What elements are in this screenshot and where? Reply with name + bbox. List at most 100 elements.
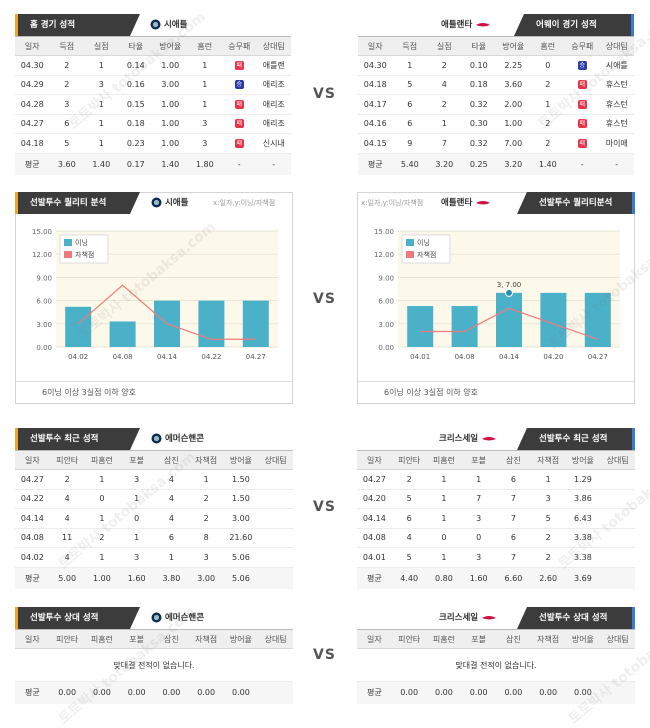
column-header: 피안타 xyxy=(391,629,427,649)
table-cell: 0.30 xyxy=(461,114,496,134)
table-cell: 5 xyxy=(530,508,566,529)
average-cell xyxy=(600,681,635,704)
average-cell: 1.60 xyxy=(461,567,496,589)
table-cell: 시애틀 xyxy=(599,55,634,76)
table-cell: 2.00 xyxy=(496,94,531,115)
bar-innings xyxy=(496,292,522,347)
column-header: 삼진 xyxy=(496,629,531,649)
table-cell: 패 xyxy=(565,114,600,134)
column-header: 피안타 xyxy=(49,629,85,649)
table-cell: 11 xyxy=(49,528,85,548)
column-header: 피홈런 xyxy=(426,629,462,649)
table-row: 04.17 6 2 0.32 2.00 1 패 휴스턴 xyxy=(358,94,634,115)
table-cell: 2 xyxy=(530,75,565,95)
legend-swatch xyxy=(64,251,72,258)
panel-title: 선발투수 상대 성적 xyxy=(517,607,635,629)
average-cell: 1.40 xyxy=(153,153,188,175)
table-cell: 3 xyxy=(461,547,496,568)
table-cell: 5 xyxy=(49,133,84,154)
table-row: 04.29 2 3 0.16 3.00 1 승 애리조 xyxy=(15,75,291,95)
y-tick-label: 0.00 xyxy=(378,344,394,352)
column-header: 방어율 xyxy=(153,36,188,56)
average-cell: 5.40 xyxy=(392,153,427,175)
average-cell: 0.25 xyxy=(461,153,496,175)
result-badge: 패 xyxy=(234,119,244,129)
table-cell xyxy=(258,547,293,568)
legend-label: 자책점 xyxy=(75,250,94,259)
header-row: 일자 피안타 피홈런 포볼 삼진 자책점 방어율 상대팀 xyxy=(357,450,635,470)
away-record-panel: 애틀랜타 어웨이 경기 성적 일자 득점 실점 타율 방어율 홈런 승무패 상대팀 04.30 1… xyxy=(358,14,634,176)
result-badge: 패 xyxy=(234,99,244,109)
table-cell: 승 xyxy=(222,75,257,95)
braves-logo-icon xyxy=(482,437,497,441)
table-cell: 1 xyxy=(84,469,120,490)
home-record-panel: 홈 경기 성적 시애틀 일자 득점 실점 타율 방어율 홈런 승무패 상대팀 04.30 2 1 0.… xyxy=(15,14,291,176)
table-cell: 4 xyxy=(49,547,85,568)
column-header: 타율 xyxy=(118,36,153,56)
table-cell: 04.18 xyxy=(358,75,393,95)
column-header: 자책점 xyxy=(530,629,566,649)
table-cell: 1 xyxy=(426,508,462,529)
legend-label: 이닝 xyxy=(417,238,430,247)
average-cell: 6.60 xyxy=(496,567,531,589)
table-cell: 2 xyxy=(188,508,224,529)
average-cell: 평균 xyxy=(15,153,50,175)
pitcher-recent-table-left: 일자 피안타 피홈런 포볼 삼진 자책점 방어율 상대팀 04.27 2 1 3 4 1 1.50 04.22… xyxy=(15,450,293,589)
average-row: 평균 5.40 3.20 0.25 3.20 1.40- - xyxy=(358,153,634,175)
x-tick-label: 04.27 xyxy=(246,353,266,361)
bar-innings xyxy=(109,321,136,347)
table-cell xyxy=(600,489,635,509)
pitcher-recent-panel-left: 선발투수 최근 성적 에머슨핸콘 일자 피안타 피홈런 포볼 삼진 자책점 방어율 상대팀 04… xyxy=(15,428,293,589)
table-cell: 04.08 xyxy=(357,528,392,548)
table-cell: 7 xyxy=(496,547,531,568)
table-cell: 0 xyxy=(119,508,154,529)
header-row: 일자 득점 실점 타율 방어율 홈런 승무패 상대팀 xyxy=(15,36,291,56)
axis-hint: x:일자,y:이닝/자책점 xyxy=(213,199,276,207)
table-cell: 6.43 xyxy=(565,508,601,529)
table-cell: 9 xyxy=(392,133,427,154)
column-header: 실점 xyxy=(427,36,462,56)
header-row: 일자 피안타 피홈런 포볼 삼진 자책점 방어율 상대팀 xyxy=(15,450,293,470)
panel-header: 선발투수 상대 성적 에머슨핸콘 xyxy=(15,607,293,631)
column-header: 포볼 xyxy=(461,629,496,649)
table-cell: 04.15 xyxy=(358,133,393,154)
average-cell: 3.20 xyxy=(427,153,462,175)
y-tick-label: 0.00 xyxy=(36,344,52,352)
table-cell: 1 xyxy=(119,528,154,548)
table-cell: 1 xyxy=(84,94,119,115)
pitcher-name: 에머슨핸콘 xyxy=(164,613,205,623)
table-row: 04.02 4 1 3 1 3 5.06 xyxy=(15,547,293,568)
result-badge: 패 xyxy=(577,138,587,148)
table-cell: 2 xyxy=(84,528,120,548)
column-header: 방어율 xyxy=(565,629,601,649)
y-tick-label: 12.00 xyxy=(374,251,394,259)
table-cell: 3 xyxy=(187,133,222,154)
bar-innings xyxy=(198,300,225,347)
table-cell: 7.00 xyxy=(496,133,531,154)
average-cell: 0.00 xyxy=(530,681,566,704)
empty-message: 맞대결 전적이 없습니다. xyxy=(15,648,293,682)
table-cell: 7 xyxy=(461,489,496,509)
result-badge: 패 xyxy=(234,60,244,70)
table-row: 04.01 5 1 3 7 2 3.38 xyxy=(357,547,635,568)
column-header: 포볼 xyxy=(119,450,154,470)
average-cell: 0.00 xyxy=(496,681,531,704)
table-cell: 3.00 xyxy=(223,508,259,529)
table-cell: 04.27 xyxy=(357,469,392,490)
team-label: 시애틀 xyxy=(150,18,187,30)
table-cell: 3 xyxy=(49,94,84,115)
vs-label: VS xyxy=(313,499,336,515)
table-cell xyxy=(600,528,635,548)
bar-innings xyxy=(65,306,92,347)
column-header: 자책점 xyxy=(188,629,224,649)
chart-note: 6이닝 이상 3실점 이하 양호 xyxy=(358,381,634,403)
column-header: 피홈런 xyxy=(84,450,120,470)
column-header: 상대팀 xyxy=(600,450,635,470)
column-header: 승무패 xyxy=(565,36,600,56)
column-header: 상대팀 xyxy=(258,450,293,470)
table-cell xyxy=(600,508,635,529)
empty-row: 맞대결 전적이 없습니다. xyxy=(15,648,293,682)
table-cell: 1.00 xyxy=(153,133,188,154)
average-cell: 0.00 xyxy=(426,681,462,704)
